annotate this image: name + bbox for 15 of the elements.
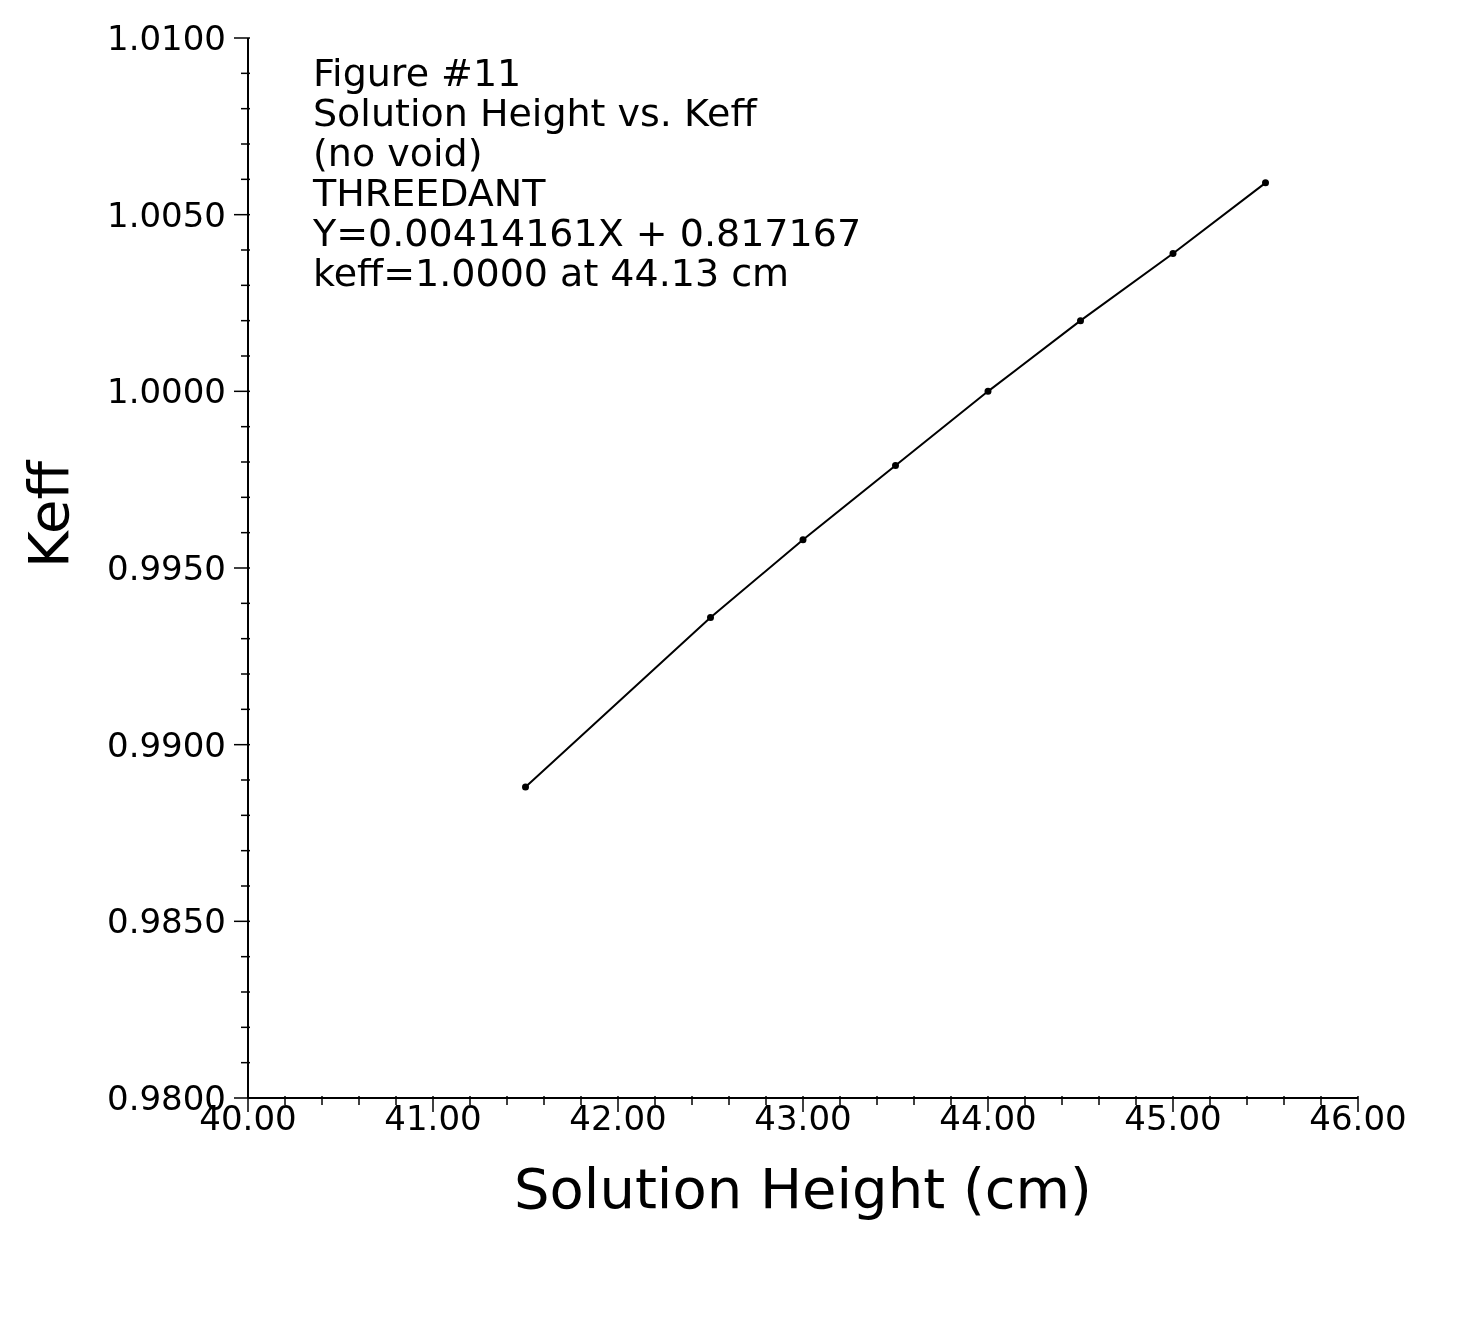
annotation: Figure #11	[313, 51, 523, 95]
x-axis-title: Solution Height (cm)	[514, 1156, 1092, 1221]
x-tick-label: 41.00	[384, 1098, 482, 1138]
y-tick-label: 1.0050	[107, 194, 226, 235]
x-tick-label: 43.00	[754, 1098, 852, 1138]
y-axis-title: Keff	[15, 459, 81, 568]
x-tick-label: 46.00	[1309, 1098, 1407, 1138]
y-tick-label: 0.9950	[107, 548, 226, 588]
x-tick-label: 45.00	[1124, 1098, 1222, 1138]
x-tick-label: 44.00	[939, 1098, 1037, 1138]
y-tick-label: 1.0100	[107, 18, 226, 58]
x-tick-label: 42.00	[569, 1098, 667, 1138]
y-tick-label: 1.0000	[107, 371, 226, 412]
y-tick-label: 0.9900	[107, 724, 226, 765]
y-tick-label: 0.9850	[107, 901, 226, 942]
